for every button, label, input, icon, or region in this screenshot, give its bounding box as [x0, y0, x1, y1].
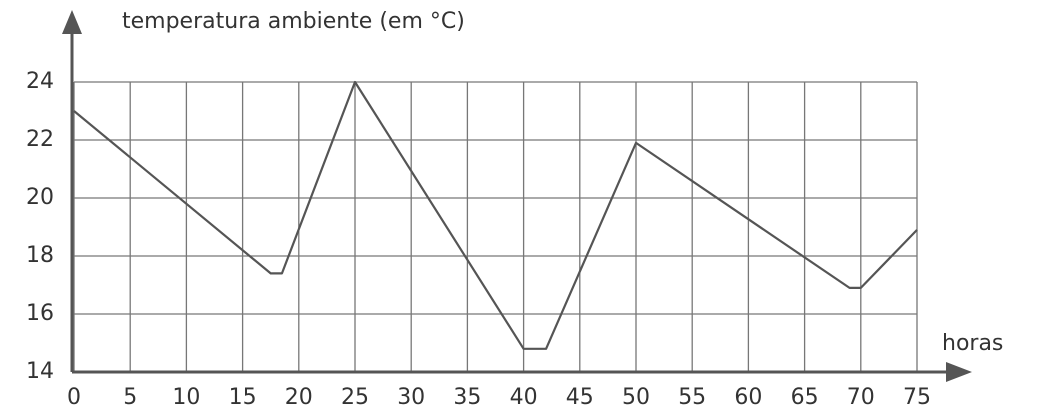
x-tick-label: 70 [847, 385, 875, 410]
x-tick-label: 30 [397, 385, 425, 410]
x-tick-label: 45 [566, 385, 594, 410]
data-line [73, 80, 918, 350]
x-tick-label: 50 [622, 385, 650, 410]
x-axis-label: horas [942, 331, 1003, 356]
y-tick-label: 24 [26, 69, 54, 94]
x-tick-label: 10 [172, 385, 200, 410]
y-tick-label: 16 [26, 301, 54, 326]
x-tick-label: 20 [285, 385, 313, 410]
x-axis-arrow [946, 362, 972, 382]
x-tick-label: 25 [341, 385, 369, 410]
x-tick-label: 35 [453, 385, 481, 410]
x-tick-label: 15 [229, 385, 257, 410]
y-tick-label: 20 [26, 185, 54, 210]
y-axis-arrow [62, 10, 82, 34]
y-tick-label: 22 [26, 127, 54, 152]
y-axis-label: temperatura ambiente (em °C) [122, 9, 465, 34]
y-tick-label: 18 [26, 243, 54, 268]
grid [73, 81, 918, 373]
x-tick-label: 60 [734, 385, 762, 410]
x-tick-label: 40 [510, 385, 538, 410]
x-tick-label: 65 [791, 385, 819, 410]
x-tick-label: 55 [678, 385, 706, 410]
x-tick-label: 0 [67, 385, 81, 410]
x-tick-label: 5 [123, 385, 137, 410]
x-tick-label: 75 [903, 385, 931, 410]
y-tick-label: 14 [26, 359, 54, 384]
